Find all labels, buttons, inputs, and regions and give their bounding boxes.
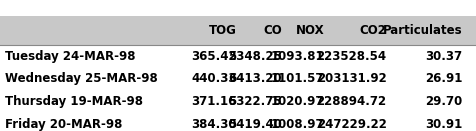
Text: 1008.97: 1008.97	[271, 118, 325, 131]
Text: 228894.72: 228894.72	[317, 95, 387, 108]
Text: CO: CO	[263, 24, 282, 37]
Text: 203131.92: 203131.92	[317, 72, 387, 85]
Text: 5419.40: 5419.40	[228, 118, 282, 131]
Text: Friday 20-MAR-98: Friday 20-MAR-98	[5, 118, 122, 131]
Text: 247229.22: 247229.22	[317, 118, 387, 131]
Bar	[0, 113, 476, 131]
Text: 5348.25: 5348.25	[228, 50, 282, 62]
Text: 30.37: 30.37	[426, 50, 463, 62]
Text: 223528.54: 223528.54	[317, 50, 387, 62]
Text: 6413.20: 6413.20	[228, 72, 282, 85]
Text: Thursday 19-MAR-98: Thursday 19-MAR-98	[5, 95, 143, 108]
Text: 365.42: 365.42	[191, 50, 237, 62]
Text: 1093.81: 1093.81	[271, 50, 325, 62]
Text: 5322.75: 5322.75	[228, 95, 282, 108]
Text: 26.91: 26.91	[425, 72, 463, 85]
Text: CO2: CO2	[360, 24, 387, 37]
Text: Tuesday 24-MAR-98: Tuesday 24-MAR-98	[5, 50, 135, 62]
Text: TOG: TOG	[208, 24, 237, 37]
Text: 384.30: 384.30	[191, 118, 237, 131]
Bar	[0, 16, 476, 45]
Text: 1101.57: 1101.57	[271, 72, 325, 85]
Text: 29.70: 29.70	[426, 95, 463, 108]
Bar	[0, 90, 476, 113]
Text: 371.16: 371.16	[191, 95, 237, 108]
Text: 440.33: 440.33	[191, 72, 237, 85]
Bar	[0, 45, 476, 67]
Text: Particulates: Particulates	[383, 24, 463, 37]
Text: 1020.97: 1020.97	[271, 95, 325, 108]
Text: NOX: NOX	[296, 24, 325, 37]
Bar	[0, 67, 476, 90]
Text: 30.91: 30.91	[426, 118, 463, 131]
Text: Wednesday 25-MAR-98: Wednesday 25-MAR-98	[5, 72, 158, 85]
